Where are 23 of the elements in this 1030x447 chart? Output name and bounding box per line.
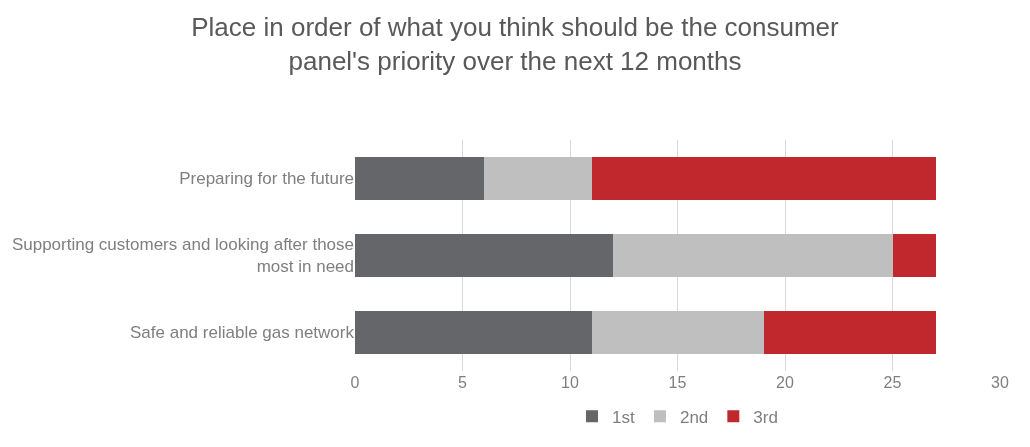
- x-tick-label: 30: [991, 374, 1009, 391]
- y-tick-label: Supporting customers and looking after those most in need: [11, 235, 354, 277]
- bar: [613, 234, 893, 277]
- bar: [591, 311, 764, 354]
- x-tick-label: 0: [350, 374, 360, 391]
- bar: [355, 311, 592, 354]
- chart-title: Place in order of what you think should be the consumer panel's priority over the next 12 months: [191, 11, 840, 76]
- bar: [892, 234, 936, 277]
- x-tick-label: 20: [776, 374, 794, 391]
- legend-label: 1st: [612, 407, 635, 427]
- x-tick-label: 5: [458, 374, 468, 391]
- y-tick-label: Preparing for the future: [179, 169, 354, 189]
- bar: [591, 157, 936, 200]
- bar: [484, 157, 592, 200]
- bar: [355, 234, 613, 277]
- x-tick-label: 15: [668, 374, 687, 391]
- bar: [763, 311, 936, 354]
- legend-label: 3rd: [753, 407, 778, 427]
- x-tick-label: 25: [883, 374, 902, 391]
- bar: [355, 157, 484, 200]
- x-tick-label: 10: [561, 374, 579, 391]
- legend-label: 2nd: [679, 407, 709, 427]
- y-tick-label: Safe and reliable gas network: [130, 323, 355, 343]
